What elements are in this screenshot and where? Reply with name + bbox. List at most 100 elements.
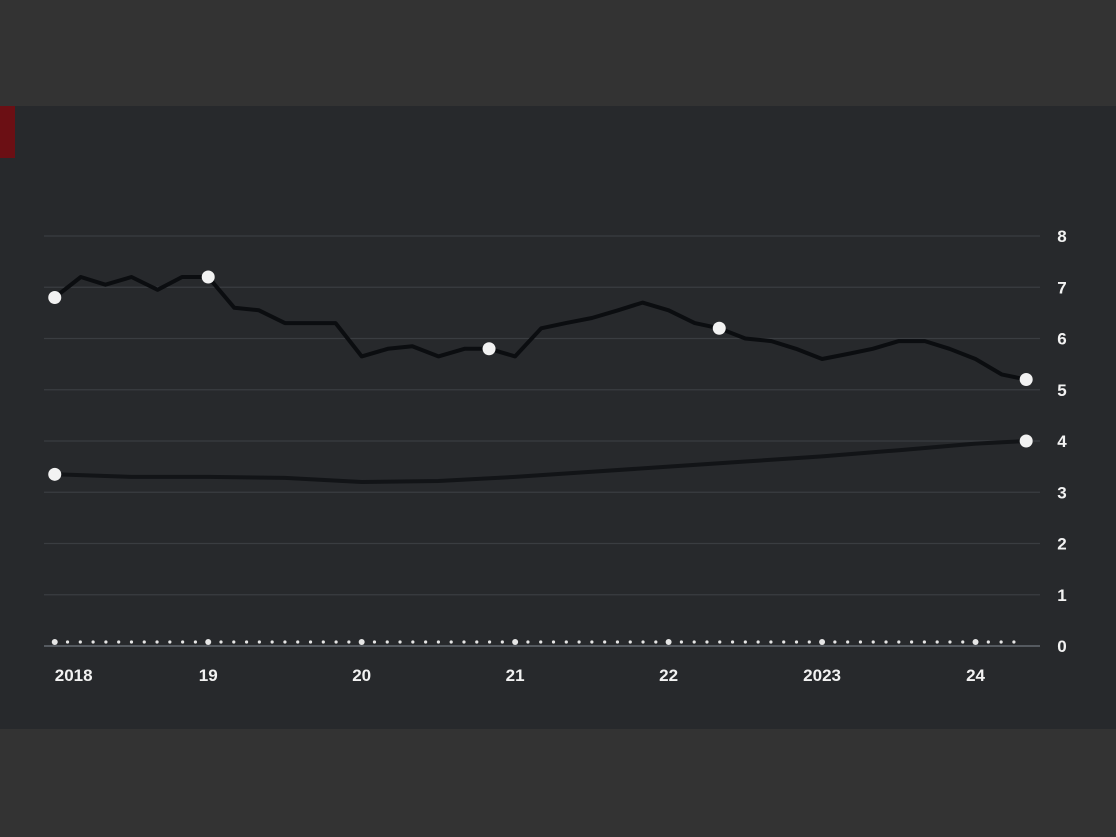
- x-axis-tick: [807, 640, 811, 644]
- x-axis-tick: [449, 640, 453, 644]
- x-axis-tick: [334, 640, 338, 644]
- x-tick-label: 20: [352, 666, 371, 685]
- x-axis-tick: [641, 640, 645, 644]
- x-axis-tick: [743, 640, 747, 644]
- x-axis-tick: [692, 640, 696, 644]
- x-axis-tick: [603, 640, 607, 644]
- x-axis-tick: [372, 640, 377, 644]
- x-axis-tick: [1012, 640, 1016, 644]
- x-axis-tick: [358, 639, 365, 645]
- y-tick-label: 3: [1057, 483, 1066, 502]
- x-axis-tick: [296, 640, 300, 644]
- x-tick-label: 2018: [55, 666, 93, 685]
- x-tick-label: 2023: [803, 666, 841, 685]
- x-axis-tick: [142, 640, 146, 644]
- x-axis-tick: [270, 640, 274, 644]
- series-marker: [48, 291, 62, 304]
- x-axis-tick: [78, 640, 82, 644]
- x-axis-tick: [871, 640, 875, 644]
- x-axis-tick: [846, 640, 850, 644]
- series-marker: [712, 321, 726, 335]
- series-marker: [201, 270, 215, 284]
- x-axis-tick: [117, 640, 121, 644]
- x-axis-tick: [833, 640, 837, 644]
- x-axis-tick: [718, 640, 722, 644]
- x-axis-tick: [129, 640, 134, 644]
- x-axis-tick: [564, 640, 568, 644]
- x-axis-tick: [986, 640, 990, 644]
- y-tick-label: 4: [1057, 432, 1067, 451]
- x-axis-tick: [551, 640, 556, 644]
- x-axis-tick: [219, 640, 223, 644]
- x-axis-tick: [411, 640, 415, 644]
- x-axis-tick: [665, 639, 672, 645]
- x-axis-tick: [948, 640, 952, 644]
- x-axis-tick: [884, 640, 888, 644]
- y-tick-label: 0: [1057, 637, 1066, 656]
- x-axis-tick: [705, 640, 709, 644]
- x-axis-tick: [628, 640, 632, 644]
- x-axis-tick: [257, 640, 261, 644]
- accent-bar: [0, 106, 15, 158]
- series-marker: [482, 342, 496, 356]
- x-axis-tick: [487, 640, 492, 644]
- x-axis-tick: [462, 640, 466, 644]
- x-axis-tick: [424, 640, 428, 644]
- x-axis-tick: [232, 640, 236, 644]
- x-axis-tick: [51, 639, 58, 645]
- series-line: [52, 439, 1029, 484]
- x-axis-tick: [539, 640, 543, 644]
- x-axis-tick: [500, 640, 504, 644]
- y-tick-label: 7: [1057, 278, 1066, 297]
- y-tick-label: 8: [1057, 227, 1066, 246]
- x-axis-tick: [654, 640, 658, 644]
- x-axis-tick: [526, 640, 530, 644]
- y-tick-label: 2: [1057, 535, 1066, 554]
- x-axis-tick: [65, 640, 70, 644]
- x-axis-tick: [512, 639, 519, 645]
- series-marker: [48, 467, 62, 481]
- x-axis-tick: [168, 640, 172, 644]
- x-axis-tick: [193, 640, 198, 644]
- x-axis-tick: [782, 640, 786, 644]
- x-axis-tick: [385, 640, 389, 644]
- x-tick-label: 22: [659, 666, 678, 685]
- x-axis-tick: [91, 640, 95, 644]
- x-axis-tick: [679, 640, 683, 644]
- x-axis-tick: [181, 640, 185, 644]
- chart-plot: 0 1 2 3 4 5 6 7 8 2018 19 20 21 22 2023 24: [44, 227, 1067, 685]
- y-tick-label: 1: [1057, 586, 1066, 605]
- x-axis-tick: [590, 640, 594, 644]
- x-axis-tick: [794, 640, 799, 644]
- chart-card: 0 1 2 3 4 5 6 7 8 2018 19 20 21 22 2023 24: [0, 106, 1116, 729]
- x-axis-tick: [615, 640, 620, 644]
- x-axis-tick: [819, 639, 826, 645]
- x-tick-label: 19: [199, 666, 218, 685]
- x-axis-tick: [308, 640, 313, 644]
- x-axis-tick: [577, 640, 581, 644]
- x-axis-tick: [769, 640, 773, 644]
- x-axis-tick: [897, 640, 901, 644]
- x-axis-tick: [283, 640, 287, 644]
- x-axis-tick: [475, 640, 479, 644]
- x-axis-tick: [858, 640, 863, 644]
- x-tick-label: 21: [506, 666, 525, 685]
- x-axis-tick: [155, 640, 159, 644]
- series-line: [52, 275, 1029, 382]
- x-axis-tick: [961, 640, 965, 644]
- x-axis-tick: [104, 640, 108, 644]
- y-tick-label: 5: [1057, 381, 1066, 400]
- x-axis-tick: [730, 640, 735, 644]
- series-marker: [1019, 434, 1033, 448]
- x-axis-tick: [922, 640, 926, 644]
- x-axis-tick: [398, 640, 402, 644]
- y-tick-label: 6: [1057, 330, 1066, 349]
- x-tick-label: 24: [966, 666, 985, 685]
- x-axis-tick: [972, 639, 979, 645]
- series-marker: [1019, 373, 1033, 386]
- x-axis-tick: [999, 640, 1003, 644]
- x-axis-tick: [935, 640, 939, 644]
- x-axis-tick: [205, 639, 212, 645]
- x-axis-tick: [347, 640, 351, 644]
- x-axis-tick: [244, 640, 249, 644]
